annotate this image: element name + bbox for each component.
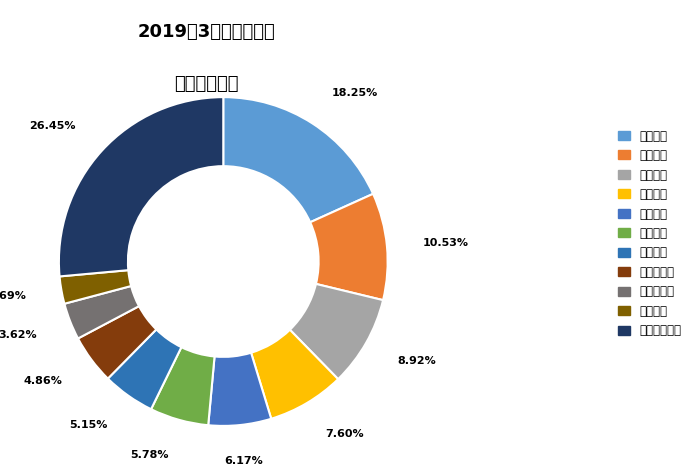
Wedge shape <box>290 284 383 379</box>
Wedge shape <box>65 286 139 339</box>
Text: 2019年3月多缸柴油机: 2019年3月多缸柴油机 <box>137 23 275 42</box>
Text: 2.69%: 2.69% <box>0 291 26 302</box>
Text: 10.53%: 10.53% <box>423 238 469 248</box>
Text: 5.78%: 5.78% <box>131 450 169 460</box>
Wedge shape <box>251 330 338 419</box>
Text: 6.17%: 6.17% <box>225 456 263 466</box>
Text: 5.15%: 5.15% <box>69 420 107 430</box>
Wedge shape <box>310 194 387 300</box>
Text: 18.25%: 18.25% <box>332 88 379 98</box>
Wedge shape <box>108 329 181 409</box>
Wedge shape <box>59 97 223 276</box>
Wedge shape <box>223 97 373 222</box>
Text: 4.86%: 4.86% <box>23 376 63 386</box>
Text: 3.62%: 3.62% <box>0 330 36 340</box>
Text: 26.45%: 26.45% <box>29 121 75 131</box>
Text: 企业市场分布: 企业市场分布 <box>174 75 238 93</box>
Text: 8.92%: 8.92% <box>398 356 436 366</box>
Wedge shape <box>78 306 157 379</box>
Legend: 潍柴控股, 玉柴集团, 云内动力, 安徽全柴, 浙江新柴, 一汽锡柴, 江铃控股, 福田康明斯, 东风康明斯, 重汽本部, 其他企业合计: 潍柴控股, 玉柴集团, 云内动力, 安徽全柴, 浙江新柴, 一汽锡柴, 江铃控股… <box>618 129 681 338</box>
Wedge shape <box>208 353 271 426</box>
Text: 7.60%: 7.60% <box>326 429 364 439</box>
Wedge shape <box>60 270 131 304</box>
Wedge shape <box>151 347 214 425</box>
